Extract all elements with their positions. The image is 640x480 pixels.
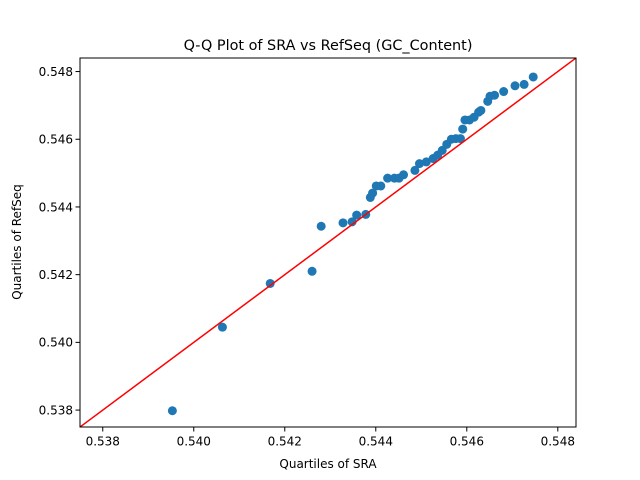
- axes-frame: [79, 57, 577, 428]
- data-point: [490, 90, 500, 100]
- data-point: [421, 157, 431, 167]
- data-point: [528, 72, 538, 82]
- x-tick-label: 0.538: [86, 435, 120, 449]
- x-tick-label: 0.542: [268, 435, 302, 449]
- data-point: [368, 188, 378, 198]
- data-point: [265, 278, 275, 288]
- plot-area: 0.538 0.540 0.542 0.544 0.546 0.548 0.538 0.540…: [39, 57, 577, 449]
- data-point: [217, 322, 227, 332]
- data-point: [476, 105, 486, 115]
- reference-line: [80, 58, 576, 427]
- data-points: [167, 72, 538, 416]
- data-point: [414, 159, 424, 169]
- data-point: [383, 173, 393, 183]
- data-point: [338, 218, 348, 228]
- y-tick-label: 0.544: [39, 200, 73, 214]
- x-axis-label: Quartiles of SRA: [279, 457, 377, 471]
- data-point: [307, 266, 317, 276]
- data-point: [376, 181, 386, 191]
- x-tick-label: 0.548: [541, 435, 575, 449]
- y-tick-label: 0.546: [39, 133, 73, 147]
- data-point: [510, 81, 520, 91]
- data-point: [519, 79, 529, 89]
- data-point: [167, 406, 177, 416]
- chart-title: Q-Q Plot of SRA vs RefSeq (GC_Content): [184, 38, 473, 54]
- data-point: [352, 210, 362, 220]
- data-point: [410, 165, 420, 175]
- x-tick-label: 0.544: [359, 435, 393, 449]
- y-tick-label: 0.540: [39, 336, 73, 350]
- data-point: [399, 170, 409, 180]
- x-tick-label: 0.540: [177, 435, 211, 449]
- y-tick-label: 0.538: [39, 403, 73, 417]
- data-point: [347, 217, 357, 227]
- data-point: [458, 124, 468, 134]
- x-tick-label: 0.546: [450, 435, 484, 449]
- data-point: [455, 134, 465, 144]
- data-point: [316, 221, 326, 231]
- y-axis-label: Quartiles of RefSeq: [10, 184, 24, 300]
- y-tick-label: 0.548: [39, 65, 73, 79]
- data-point: [499, 87, 509, 97]
- y-tick-label: 0.542: [39, 268, 73, 282]
